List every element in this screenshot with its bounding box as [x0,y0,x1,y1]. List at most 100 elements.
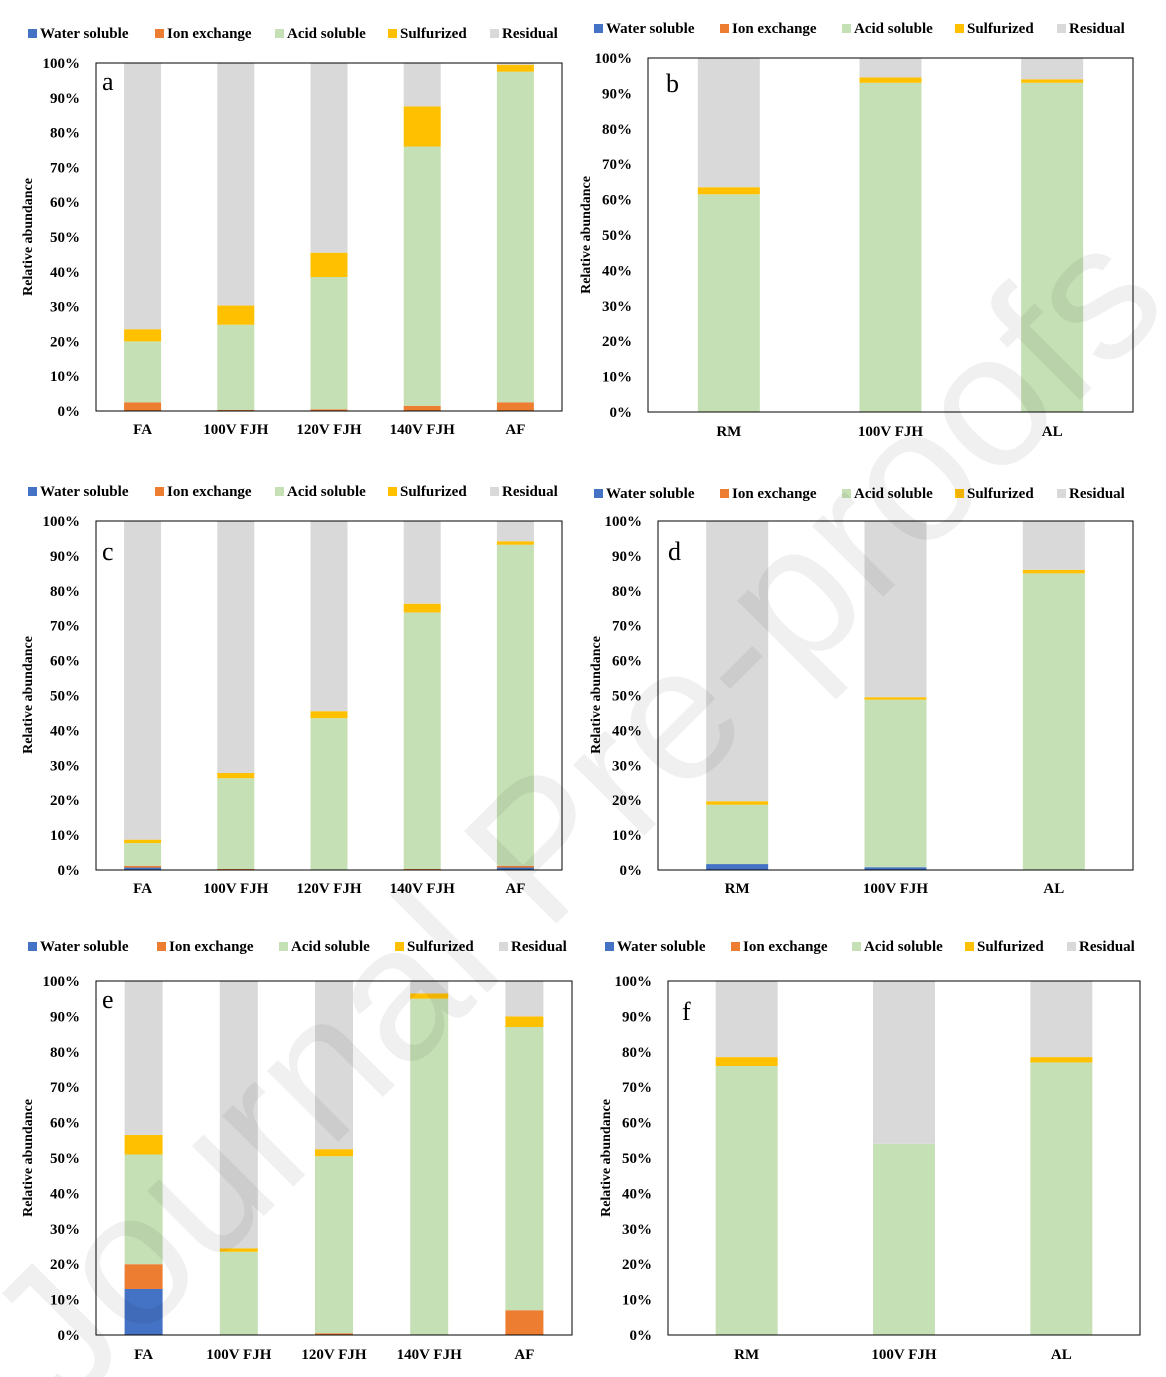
bar-segment [1021,82,1084,412]
bar-segment [859,58,922,78]
bar-segment [873,981,935,1144]
legend-label: Acid soluble [854,486,933,502]
legend-label: Water soluble [40,484,129,500]
y-tick-label: 90% [50,1009,80,1025]
watermark: Journal Pre-proofs [0,186,1166,1377]
chart-panel-f: Water soluble Ion exchange Acid soluble Sul… [599,939,1141,1363]
legend-label: Residual [1069,486,1125,502]
bar-segment [496,402,534,411]
y-tick-label: 80% [622,1045,652,1061]
y-tick-label: 10% [602,370,632,386]
y-tick-label: 50% [622,1151,652,1167]
bar-segment [403,603,441,613]
bar-segment [217,778,255,869]
legend-label: Sulfurized [977,939,1044,955]
x-tick-label: 120V FJH [296,422,361,438]
y-tick-label: 80% [612,584,642,600]
bar-segment [505,1310,544,1335]
bar-segment [706,521,769,802]
y-tick-label: 10% [50,1293,80,1309]
y-tick-label: 30% [612,758,642,774]
bar-segment [124,1264,163,1289]
legend-swatch [842,24,851,33]
y-axis-label: Relative abundance [21,1099,36,1217]
panel-letter: d [668,537,681,566]
bar-segment [410,998,449,1335]
y-tick-label: 80% [602,122,632,138]
y-tick-label: 70% [602,157,632,173]
legend-swatch [1057,24,1066,33]
y-axis-label: Relative abundance [21,178,36,296]
y-tick-label: 30% [622,1222,652,1238]
y-tick-label: 10% [50,828,80,844]
bar-segment [1022,521,1085,570]
legend-swatch [965,942,974,951]
bar-segment [124,867,162,870]
y-tick-label: 10% [50,369,80,385]
x-tick-label: AL [1043,881,1064,897]
legend-label: Ion exchange [732,486,817,502]
y-tick-label: 0% [58,863,81,879]
y-tick-label: 0% [620,863,643,879]
legend-swatch [490,29,499,38]
bar-segment [403,868,441,870]
x-tick-label: AF [505,881,525,897]
bar-segment [124,1134,163,1155]
legend-label: Water soluble [606,21,695,37]
panel-letter: f [682,997,691,1026]
y-axis-label: Relative abundance [589,636,604,754]
bar-segment [403,405,441,411]
bar-segment [124,521,162,840]
y-tick-label: 90% [50,91,80,107]
bar-segment [864,699,927,868]
bar-segment [217,63,255,306]
legend-swatch [605,942,614,951]
bar-segment [403,612,441,869]
legend-label: Ion exchange [167,484,252,500]
plot-frame [95,980,573,1336]
legend-label: Residual [1079,939,1135,955]
bar-segment [124,402,162,411]
y-axis-label: Relative abundance [599,1099,614,1217]
y-tick-label: 20% [602,334,632,350]
y-tick-label: 100% [595,51,633,67]
y-tick-label: 70% [622,1080,652,1096]
y-tick-label: 20% [50,793,80,809]
legend-swatch [1057,489,1066,498]
y-tick-label: 90% [622,1009,652,1025]
bar-segment [310,277,348,410]
bar-segment [315,981,353,1150]
x-tick-label: FA [133,422,152,438]
bar-segment [706,801,769,805]
legend-swatch [155,487,164,496]
y-tick-label: 0% [610,405,633,421]
y-tick-label: 40% [612,723,642,739]
bar-segment [310,63,348,253]
bar-segment [697,58,760,188]
bar-segment [1022,573,1085,870]
bar-segment [403,146,441,406]
bar-segment [315,1149,353,1157]
y-tick-label: 40% [50,723,80,739]
legend-swatch [388,487,397,496]
x-tick-label: RM [734,1347,759,1363]
bar-segment [124,1154,163,1265]
legend-swatch [28,487,37,496]
bar-segment [217,324,255,410]
bar-segment [1030,1057,1093,1063]
y-tick-label: 60% [602,193,632,209]
y-tick-label: 60% [612,654,642,670]
bar-segment [706,804,769,865]
legend-label: Ion exchange [743,939,828,955]
legend-swatch [852,942,861,951]
legend-label: Residual [511,939,567,955]
x-tick-label: RM [716,424,741,440]
panel-letter: a [102,67,114,96]
legend-label: Water soluble [40,939,129,955]
plot-frame [647,57,1134,413]
y-tick-label: 90% [50,549,80,565]
bar-segment [864,521,927,698]
x-tick-label: 100V FJH [203,881,268,897]
legend-label: Sulfurized [400,484,467,500]
y-tick-label: 80% [50,1045,80,1061]
